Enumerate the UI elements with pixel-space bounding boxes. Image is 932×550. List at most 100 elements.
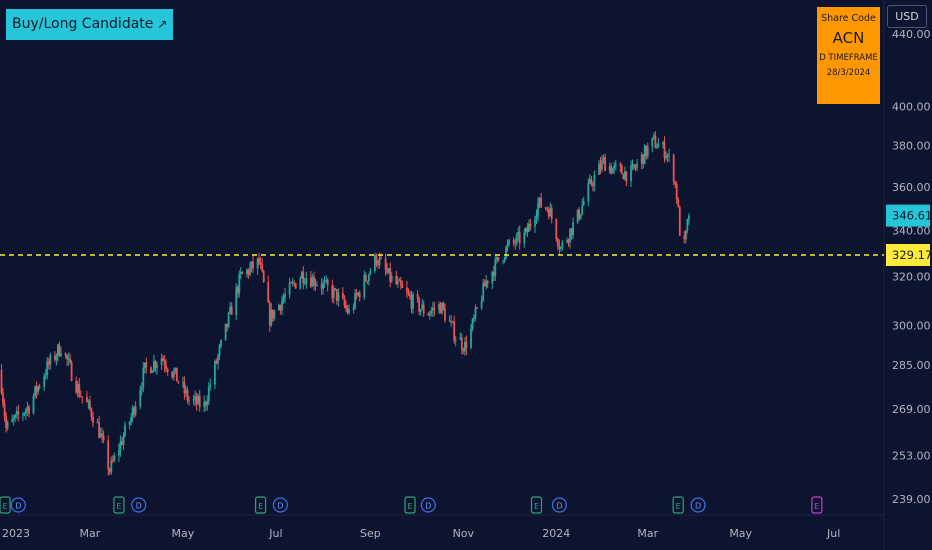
candle-body [229,306,231,313]
candle-body [294,283,297,289]
y-tick-label: 320.00 [892,271,931,284]
candle [686,218,689,234]
candle [421,298,424,310]
candle-body [121,441,123,445]
candle-body [239,271,242,275]
candle [182,376,184,388]
candle-body [502,260,504,262]
candle [81,396,84,404]
time-axis[interactable]: 2023 Mar May Jul Sep Nov 2024 Mar May Jul [2,527,840,540]
earnings-marker[interactable]: E [404,496,416,514]
candle [464,337,466,356]
candle [486,280,489,288]
candle [113,452,116,463]
dividend-icon [420,497,436,513]
candle [207,382,210,406]
candle-body [79,396,82,398]
dividend-marker[interactable]: D [10,497,26,513]
candle [183,376,186,400]
candle [592,181,594,192]
candle [326,277,329,292]
earnings-marker[interactable]: E [811,496,823,514]
dividend-marker[interactable]: D [131,497,147,513]
price-axis[interactable]: 440.00 400.00 380.00 360.00 340.00 320.00 300.… [892,28,931,506]
support-price-tag: 329.17 [886,244,932,266]
x-tick-label: Mar [637,527,658,540]
candle [497,257,500,262]
candle [11,414,14,423]
candle [28,404,30,418]
candle-body [288,282,291,295]
earnings-marker[interactable]: E [113,496,125,514]
candle [197,393,199,405]
earnings-marker[interactable]: E [530,496,543,514]
candle [174,367,177,375]
candle-body [12,418,15,420]
candle-body [367,274,370,282]
candle-body [311,276,314,287]
candle-body [230,306,233,315]
candle [643,144,646,165]
candle-body [646,146,649,157]
candle-body [579,214,582,219]
candle [503,256,506,264]
candle-body [598,163,600,175]
dividend-marker[interactable]: D [272,497,288,513]
candle-body [518,232,521,244]
candle-body [66,355,68,360]
candle [599,157,602,175]
earnings-icon [0,496,11,514]
candle-body [227,313,230,327]
candle [2,387,4,408]
candle [246,268,248,278]
candle-body [281,301,283,311]
candle [677,197,680,208]
candle-body [389,268,392,282]
candle-body [581,205,584,215]
candle-body [133,407,135,415]
candle-body [293,282,296,284]
candle [544,206,547,211]
candle-body [249,267,251,275]
candle [678,205,681,237]
candle [566,237,568,244]
candle-body [558,245,561,249]
candle-body [224,323,227,340]
candle [186,386,189,404]
candle-body [471,319,474,329]
candle [177,380,180,384]
currency-button[interactable]: USD [887,5,927,28]
dividend-marker[interactable]: D [551,497,568,513]
dividend-marker[interactable]: D [420,497,436,513]
candle-body [631,164,634,167]
candle [610,162,613,175]
candle [386,263,388,275]
current-price-label: 346.61 [892,209,932,223]
candle [374,253,376,274]
candle [89,395,91,411]
candle-body [387,268,390,273]
candle [645,145,648,160]
candle [506,239,509,253]
candle-body [131,407,134,417]
candle [364,272,367,282]
candle [442,301,445,311]
earnings-marker[interactable]: E [672,496,684,514]
x-tick-label: Jul [268,527,282,540]
candle-body [183,382,186,393]
earnings-icon [113,496,125,514]
earnings-icon-glyph: E [2,502,7,511]
dividend-icon-glyph: D [425,502,431,511]
earnings-marker[interactable]: E [0,496,11,514]
signal-label-button[interactable]: Buy/Long Candidate ↗ [6,9,174,40]
candle [215,358,218,365]
dividend-marker[interactable]: D [690,497,706,513]
candle-body [236,287,239,294]
candle-body [491,271,494,284]
candle-body [2,392,4,404]
candle-body [69,358,71,362]
candle-body [64,353,67,356]
candle-body [90,408,93,417]
earnings-marker[interactable]: E [255,496,267,514]
